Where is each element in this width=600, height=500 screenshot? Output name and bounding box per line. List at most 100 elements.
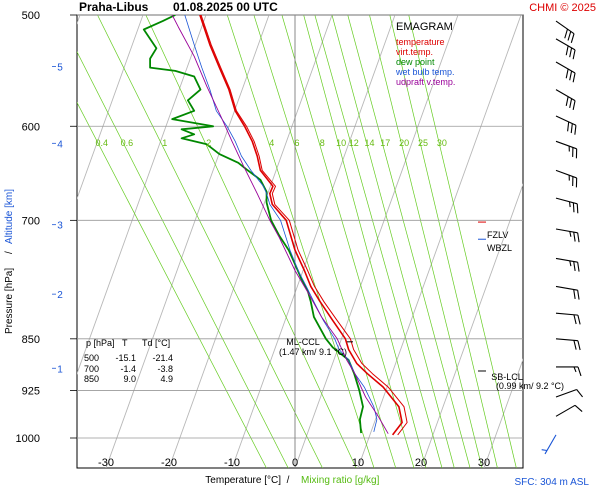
mixing-ratio-line [369, 15, 483, 468]
wind-barb [555, 388, 584, 398]
wind-barb-staff [555, 169, 577, 179]
dry-adiabat-line [77, 15, 207, 375]
mixing-ratio-label: 12 [349, 138, 359, 148]
wind-barb-full [577, 290, 580, 300]
y-tick-label: 600 [22, 121, 40, 133]
table-row-700-t: -1.4 [120, 364, 136, 374]
y-tick-label: 500 [22, 10, 40, 22]
wind-barb-full [573, 340, 577, 350]
mixing-ratio-line [77, 101, 267, 468]
dry-adiabat-line [420, 183, 523, 468]
wind-barb-staff [555, 61, 576, 74]
wind-barb-full [574, 404, 583, 413]
table-header-td: Td [°C] [142, 338, 170, 348]
wind-barb [555, 38, 576, 60]
wind-barb-full [567, 31, 572, 41]
wind-barb-full [567, 121, 570, 132]
table-header-t: T [122, 338, 128, 348]
wind-barb [555, 197, 579, 214]
x-tick-label: 0 [292, 457, 298, 469]
wind-barb-half [568, 201, 571, 208]
y-tick-label: 1000 [16, 433, 40, 445]
wind-barb-full [572, 72, 576, 83]
wind-barb-half [568, 146, 570, 152]
wind-barb-full [565, 68, 569, 79]
wind-barb-full [577, 232, 580, 243]
wind-barb-full [564, 28, 568, 39]
mixing-ratio-label: 10 [336, 138, 346, 148]
altitude-tick-label: 1 [57, 364, 63, 375]
wind-barb-full [572, 49, 576, 60]
wind-barb-staff [555, 257, 578, 263]
wind-barb-full [569, 98, 573, 109]
wind-barb [541, 434, 557, 455]
station-title: Praha-Libus [79, 0, 149, 14]
wind-barb-full [577, 314, 581, 325]
wind-barb [555, 228, 580, 243]
mixing-ratio-line [408, 15, 517, 468]
dry-adiabat-line [483, 358, 523, 468]
sb-lcl-label: SB-LCL [491, 372, 523, 382]
wind-barb-staff [555, 388, 577, 398]
mixing-ratio-line [347, 15, 471, 468]
table-row-500-t: -15.1 [115, 353, 136, 363]
data-table: p [hPa] T Td [°C] 500 -15.1 -21.4 700 -1… [84, 338, 173, 384]
mixing-ratio-line [314, 15, 443, 468]
x-tick-label: -20 [161, 457, 177, 469]
x-tick-label: -30 [98, 457, 114, 469]
series-line-dew-point [142, 15, 364, 434]
y-tick-label: 700 [22, 215, 40, 227]
wind-barb [555, 257, 580, 272]
wind-barb-full [573, 232, 576, 242]
mixing-ratio-line [303, 15, 427, 468]
mixing-ratio-line [331, 15, 455, 468]
mixing-ratio-label: 30 [437, 138, 447, 148]
series-line-temperature [199, 15, 403, 436]
wind-barb-staff [555, 312, 578, 316]
dry-adiabat-line [168, 15, 333, 468]
wind-barb [555, 140, 578, 159]
x-axis-label-temperature: Temperature [°C] [205, 475, 281, 486]
legend: EMAGRAM temperature virt.temp. dew point… [395, 21, 455, 87]
legend-item-temperature: temperature [396, 37, 445, 47]
ml-ccl-label: ML-CCL [286, 337, 320, 347]
dry-adiabat-line [294, 15, 459, 468]
wind-barb-full [573, 289, 576, 299]
mixing-ratio-label: 25 [418, 138, 428, 148]
plot-area [76, 14, 524, 469]
legend-item-updraft: udpraft v.temp. [396, 77, 455, 87]
axis-labels: 0.4 0.6 1 2 4 6 8 10 12 14 17 20 25 30500600700850925… [16, 10, 491, 469]
legend-item-wet-bulb: wet bulb temp. [395, 67, 455, 77]
wind-barb-full [570, 33, 575, 43]
wind-barb-half [569, 231, 572, 237]
mixing-ratio-label: 14 [364, 138, 374, 148]
mixing-ratio-line [253, 15, 397, 468]
mixing-ratio-label: 4 [269, 138, 274, 148]
wind-barb-full [575, 177, 578, 188]
wind-barb [555, 404, 583, 417]
level-annotations [347, 221, 486, 372]
wind-barb-full [565, 96, 569, 107]
wind-barb-staff [555, 228, 578, 234]
mixing-ratio-label: 20 [399, 138, 409, 148]
altitude-tick-label: 5 [57, 62, 63, 73]
table-row-850-t: 9.0 [123, 374, 136, 384]
mixing-ratio-line [389, 15, 498, 468]
wind-barb [555, 169, 578, 188]
wind-barb-full [573, 314, 577, 325]
mixing-ratio-line [97, 15, 323, 468]
wind-barb [555, 20, 575, 43]
table-row-850-p: 850 [84, 374, 99, 384]
wind-barb-full [572, 147, 574, 157]
wind-barb [556, 366, 582, 377]
wind-barb-full [576, 389, 584, 398]
mixing-ratio-label: 1 [162, 138, 167, 148]
mixing-ratio-label: 0.4 [95, 138, 108, 148]
x-tick-label: 30 [478, 457, 490, 469]
wind-barbs [541, 20, 584, 455]
wind-barb-half [569, 260, 572, 267]
altitude-tick-label: 3 [57, 221, 63, 232]
mixing-ratio-line [226, 15, 375, 468]
y-tick-label: 925 [22, 385, 40, 397]
wind-barb-full [572, 176, 574, 187]
